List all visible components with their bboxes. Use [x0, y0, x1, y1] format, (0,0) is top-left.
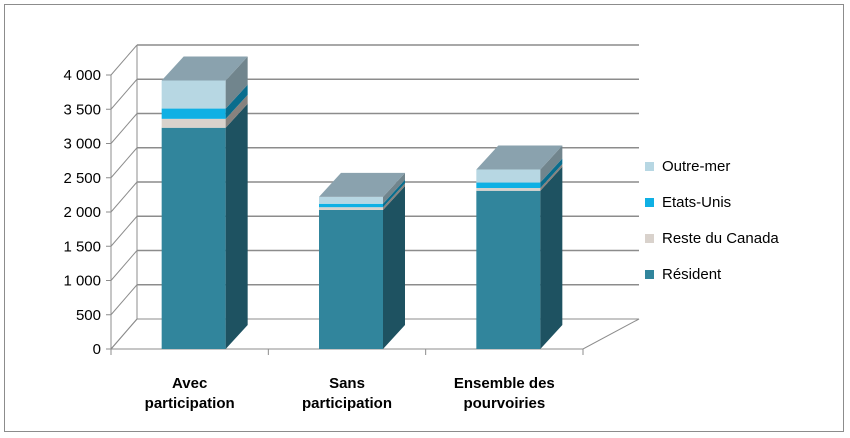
bar-top — [161, 56, 248, 81]
stacked-bar-chart: 0 500 1 000 1 500 2 000 2 500 3 000 3 500 4 000 A… — [63, 44, 779, 412]
bar-top — [319, 172, 405, 197]
bar-segment-side — [540, 145, 563, 183]
y-tick-label: 2 500 — [63, 170, 101, 187]
legend-label: Etats-Unis — [662, 194, 731, 211]
y-tick-label: 3 500 — [63, 101, 101, 118]
bar-top — [476, 145, 563, 170]
y-tick-label: 1 500 — [63, 238, 101, 255]
y-tick-label: 1 000 — [63, 273, 101, 290]
bar-segment-side — [383, 183, 405, 210]
bar-segment-side — [225, 84, 248, 119]
bar-segment-front — [161, 80, 226, 109]
bar-segment-front — [476, 169, 541, 183]
legend-swatch — [645, 162, 654, 171]
category-label-line: Avec — [172, 375, 207, 392]
bar-segment-front — [319, 209, 383, 349]
bar-segment-side — [225, 103, 248, 350]
bar-segment-front — [161, 118, 226, 128]
chart-frame: 0 500 1 000 1 500 2 000 2 500 3 000 3 500 4 000 A… — [4, 4, 844, 432]
gridline-depth — [110, 284, 138, 316]
gridline-depth — [110, 181, 138, 213]
legend-swatch — [645, 234, 654, 243]
bar-segment-side — [540, 164, 563, 191]
bar-segment-front — [319, 196, 383, 204]
bar-segment-side — [540, 158, 563, 189]
bar-segment-side — [383, 179, 405, 208]
bar-segment-front — [476, 190, 541, 349]
bar-segment-side — [225, 94, 248, 128]
category-label-line: Sans — [329, 375, 365, 392]
bar-segment-side — [540, 166, 563, 349]
y-tick-label: 4 000 — [63, 67, 101, 84]
bar-segment-front — [161, 127, 226, 350]
bar-segment-side — [383, 172, 405, 204]
y-tick-label: 3 000 — [63, 136, 101, 153]
gridline-depth — [110, 250, 138, 281]
category-label: Sans participation — [302, 375, 392, 412]
legend-label: Résident — [662, 266, 722, 283]
category-label-line: participation — [145, 395, 235, 412]
legend-label: Reste du Canada — [662, 230, 779, 247]
legend-label: Outre-mer — [662, 158, 730, 175]
y-tick-label: 2 000 — [63, 204, 101, 221]
gridline-depth — [110, 78, 138, 110]
gridline-depth — [110, 113, 138, 144]
gridline-depth — [110, 44, 138, 76]
bar-segment-front — [476, 182, 541, 189]
category-label-line: participation — [302, 395, 392, 412]
category-label: Avec participation — [145, 375, 235, 412]
gridline-depth — [110, 147, 138, 179]
category-label-line: pourvoiries — [463, 395, 545, 412]
bar-segment-front — [476, 188, 541, 191]
y-tick-label: 500 — [76, 307, 101, 324]
bar-segment-side — [383, 185, 405, 349]
legend-swatch — [645, 198, 654, 207]
legend-swatch — [645, 270, 654, 279]
bar-segment-side — [225, 56, 248, 109]
bar-segment-front — [319, 203, 383, 208]
gridline-depth — [110, 215, 138, 247]
category-label-line: Ensemble des — [454, 375, 555, 392]
category-label: Ensemble des pourvoiries — [454, 375, 555, 412]
bar-segment-front — [319, 207, 383, 210]
bar-segment-front — [161, 108, 226, 119]
y-tick-label: 0 — [93, 341, 101, 358]
